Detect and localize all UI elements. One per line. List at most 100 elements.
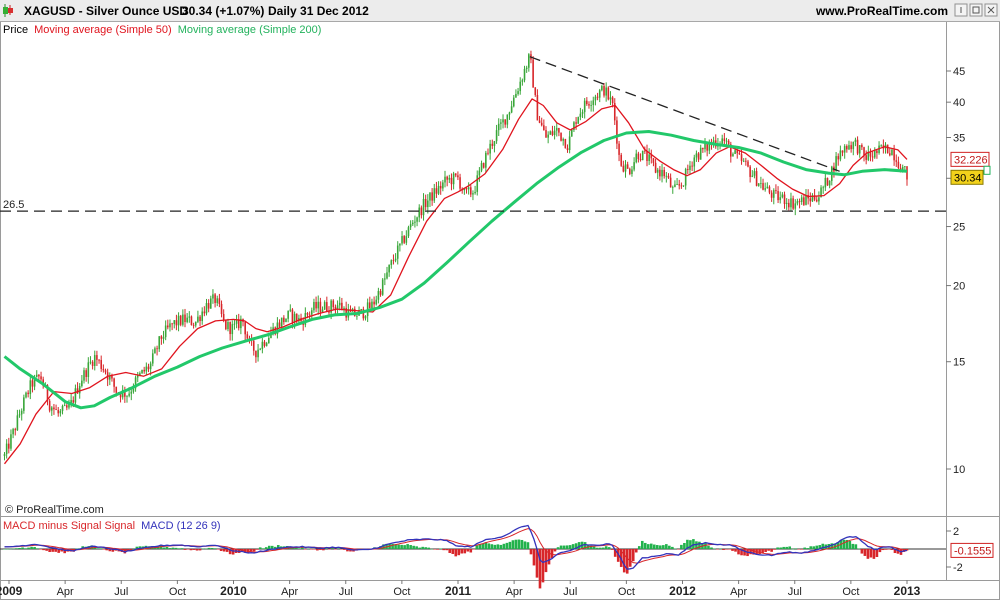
candle-body [184,314,186,323]
candle-body [482,163,485,168]
x-tick-label: 2012 [669,584,696,598]
macd-histogram-bar [761,549,764,554]
macd-histogram-bar [168,548,172,549]
candle-body [551,131,554,135]
candle-body [53,407,55,410]
x-tick-label: Oct [618,586,635,598]
candle-body [800,197,803,202]
macd-histogram-bar [258,547,262,549]
candle-body [577,117,580,124]
candle-body [852,141,855,150]
macd-histogram-bar [607,547,611,549]
candle-body [487,152,489,154]
candle-body [454,173,457,176]
candle-body [308,314,311,316]
candle-body [545,130,547,138]
candle-body [304,313,307,325]
candle-body [732,153,734,157]
macd-histogram-bar [9,548,12,550]
candle-body [33,376,36,387]
candle-body [252,340,255,351]
candle-body [699,147,702,160]
macd-histogram-bar [475,545,479,549]
macd-histogram-bar [637,546,641,549]
macd-histogram-bar [129,549,133,551]
macd-histogram-bar [216,549,220,550]
macd-histogram-bar [325,548,328,549]
macd-histogram-bar [514,539,518,549]
candle-body [194,321,197,326]
candle-body [837,156,840,160]
legend-price: Price [3,24,28,36]
macd-histogram-bar [782,546,785,549]
candle-body [437,185,440,194]
macd-histogram-bar [33,547,36,549]
macd-histogram-bar [544,549,548,573]
candle-body [472,193,474,195]
candle-body [824,177,827,188]
candle-body [848,145,850,150]
candle-body [820,187,822,198]
candle-body [147,366,150,370]
y-tick-label: 25 [953,222,965,234]
macd-histogram-bar [60,549,63,552]
resistance-trendline[interactable] [529,56,840,172]
candle-body [495,130,498,142]
macd-histogram-bar [162,547,166,549]
candle-body [792,198,794,209]
candle-body [646,151,648,161]
candle-body [506,114,509,125]
candle-body [111,375,113,379]
watermark: © ProRealTime.com [5,504,104,516]
macd-histogram-bar [875,549,879,557]
window-icons [954,3,998,17]
macd-histogram-bar [487,543,491,549]
candle-body [815,199,818,202]
macd-histogram-bar [210,548,214,549]
macd-histogram-bar [809,546,813,549]
macd-histogram-bar [610,549,614,550]
macd-panel: 2 -2 -0.1555 [0,524,994,589]
candle-body [502,119,504,123]
candle-body [904,166,906,168]
candle-body [113,378,115,387]
macd-histogram-bar [472,549,476,550]
macd-histogram-bar [198,549,202,551]
macd-histogram-bar [869,549,873,558]
candle-body [328,311,330,313]
candle-body [160,336,163,339]
candle-body [794,203,797,209]
macd-histogram-bar [99,548,103,549]
candle-body [18,414,21,416]
ma200-line [3,130,908,410]
candle-body [682,185,685,187]
macd-histogram-bar [424,547,427,549]
macd-histogram-bar [541,549,545,583]
candle-body [656,169,659,173]
candle-body [315,301,317,309]
macd-histogram-bar [174,547,178,549]
macd-histogram-bar [343,549,346,550]
candle-body [702,147,704,150]
candle-body [697,153,700,160]
candle-body [469,187,472,195]
candle-body [704,143,706,150]
macd-histogram-bar [830,543,834,549]
macd-histogram-bar [662,545,665,549]
macd-histogram-bar [496,544,500,549]
macd-histogram-bar [842,539,846,549]
macd-histogram-bar [854,544,858,549]
candle-body [491,143,494,146]
candle-body [626,164,629,169]
candle-body [190,316,193,326]
settings-icon[interactable] [969,3,983,17]
candle-body [568,136,571,151]
candle-body [452,173,455,185]
candle-body [446,176,448,180]
candle-body [257,349,259,358]
candle-body [562,138,564,141]
legend-ma200: Moving average (Simple 200) [178,24,322,36]
candle-body [706,143,708,151]
